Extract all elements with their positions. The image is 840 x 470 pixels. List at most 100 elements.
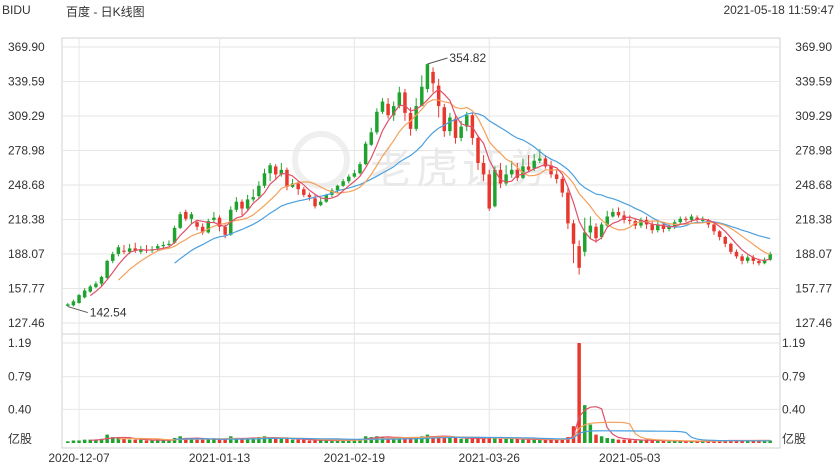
volume-bar [217, 439, 222, 443]
candle-body [639, 219, 643, 226]
candle-body [397, 92, 402, 107]
volume-bar [554, 439, 559, 443]
candle-body [324, 194, 329, 202]
candle-body [538, 158, 542, 161]
candle-body [285, 169, 289, 187]
price-tick-left: 309.29 [8, 109, 45, 123]
volume-bar [296, 439, 300, 443]
volume-bar [324, 440, 329, 443]
candle-body [139, 249, 143, 252]
volume-bar [414, 437, 418, 443]
volume-bar [150, 440, 154, 443]
volume-bar [498, 438, 503, 443]
candle-body [734, 251, 739, 257]
candle-body [554, 174, 559, 179]
volume-bars [66, 343, 772, 443]
volume-bar [751, 440, 756, 443]
volume-bar [633, 440, 638, 443]
volume-bar [369, 437, 373, 443]
volume-bar [290, 439, 295, 443]
candle-body [723, 237, 727, 244]
candle-body [375, 111, 379, 133]
candle-body [616, 211, 621, 216]
volume-bar [66, 441, 70, 443]
volume-bar [740, 440, 744, 443]
candle-body [509, 169, 514, 175]
candle-body [745, 257, 750, 261]
volume-bar [206, 438, 211, 443]
volume-bar [99, 438, 104, 443]
volume-unit-left: 亿股 [8, 431, 32, 446]
candle-body [667, 226, 671, 230]
timestamp: 2021-05-18 11:59:47 [723, 3, 834, 17]
volume-bar [521, 439, 525, 443]
volume-bar [273, 438, 278, 443]
price-tick-right: 248.68 [795, 178, 832, 192]
candle-body [200, 226, 205, 233]
candle-body [127, 248, 132, 252]
candle-body [532, 160, 536, 169]
volume-ma5-line [90, 406, 771, 442]
candle-body [240, 201, 244, 209]
candle-body [122, 250, 126, 252]
volume-bar [403, 437, 407, 443]
volume-bar [172, 437, 177, 443]
price-tick-right: 309.29 [795, 109, 832, 123]
candle-body [487, 174, 491, 209]
price-tick-right: 127.46 [795, 316, 832, 330]
volume-bar [189, 438, 194, 443]
candle-body [116, 247, 121, 255]
price-tick-right: 157.77 [795, 281, 832, 295]
volume-bar [543, 439, 548, 443]
volume-bar [504, 438, 508, 443]
volume-bar [627, 439, 632, 443]
high-leader [427, 57, 448, 65]
volume-bar [594, 434, 598, 443]
volume-bar [734, 440, 739, 443]
candle-body [195, 222, 199, 227]
volume-bar [88, 439, 93, 443]
candle-body [313, 198, 317, 207]
ma10-line [117, 99, 771, 281]
volume-bar [144, 440, 149, 443]
candle-body [627, 219, 632, 222]
candle-body [391, 106, 396, 116]
candle-body [493, 169, 497, 207]
candle-body [656, 224, 660, 231]
candle-body [296, 183, 300, 190]
candle-body [347, 176, 351, 182]
volume-bar [139, 439, 143, 443]
candle-body [465, 115, 469, 127]
candle-body [442, 107, 447, 132]
candle-body [712, 224, 716, 232]
candle-body [94, 283, 98, 288]
volume-bar [391, 437, 396, 443]
volume-bar [470, 437, 475, 443]
volume-bar [200, 439, 205, 443]
volume-bar [493, 437, 497, 443]
plot-frame [61, 37, 781, 449]
volume-bar [161, 439, 166, 443]
candle-body [768, 254, 772, 260]
volume-bar [644, 440, 649, 443]
candle-body [526, 166, 531, 170]
volume-bar [729, 440, 733, 443]
volume-bar [431, 436, 435, 443]
volume-ma20-line [174, 430, 771, 442]
price-tick-left: 248.68 [8, 178, 45, 192]
volume-bar [358, 438, 362, 443]
candle-body [515, 169, 520, 178]
price-tick-left: 188.07 [8, 247, 45, 261]
volume-bar [695, 441, 699, 443]
candle-body [77, 295, 81, 304]
volume-bar [133, 439, 137, 443]
candle-body [498, 169, 503, 184]
candle-body [155, 246, 160, 249]
candle-body [184, 211, 188, 219]
candle-body [71, 301, 76, 306]
volume-bar [757, 440, 761, 443]
volume-bar [532, 439, 536, 443]
volume-bar [661, 440, 666, 443]
chart-title: 百度 - 日K线图 [66, 5, 145, 19]
